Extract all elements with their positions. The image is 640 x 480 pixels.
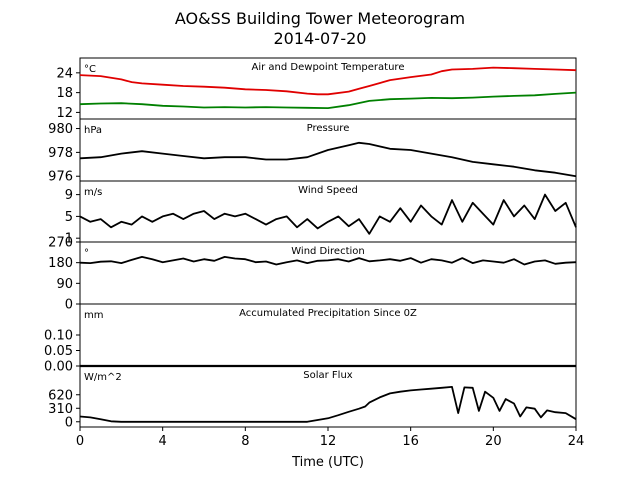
y-tick-label: 0 <box>65 415 73 430</box>
x-tick-label: 20 <box>485 434 502 449</box>
y-tick-label: 0.05 <box>44 344 73 359</box>
panel-unit: W/m^2 <box>84 372 122 383</box>
series-line-1 <box>79 66 577 96</box>
panel-unit: hPa <box>84 125 102 136</box>
panel-unit: ° <box>84 248 89 259</box>
series-line-1 <box>79 255 577 266</box>
panel-2: 980 978 976 hPa Pressure <box>48 118 577 185</box>
x-axis-label: Time (UTC) <box>291 455 364 470</box>
panel-title: Solar Flux <box>303 370 353 381</box>
y-tick-label: 0 <box>65 298 73 313</box>
y-tick-label: 0.10 <box>44 329 73 344</box>
figure-date: 2014-07-20 <box>274 29 367 48</box>
panel-1: 24 18 12 °C Air and Dewpoint Temperature <box>56 57 577 121</box>
y-tick-label: 980 <box>48 122 73 137</box>
panel-unit: m/s <box>84 187 102 198</box>
panel-title: Wind Direction <box>291 246 365 257</box>
y-tick-label: 1 <box>65 232 73 247</box>
series-line-1 <box>79 141 577 178</box>
x-tick-label: 24 <box>568 434 585 449</box>
y-tick-label: 310 <box>48 402 73 417</box>
y-tick-label: 978 <box>48 146 73 161</box>
x-tick-label: 12 <box>320 434 337 449</box>
y-tick-label: 180 <box>48 256 73 271</box>
panel-unit: °C <box>84 64 96 75</box>
x-tick-label: 8 <box>241 434 249 449</box>
panel-4: 270 180 90 0 ° Wind Direction <box>48 236 577 313</box>
panel-title: Accumulated Precipitation Since 0Z <box>239 308 417 319</box>
figure-title: AO&SS Building Tower Meteorogram <box>175 9 465 28</box>
panel-title: Air and Dewpoint Temperature <box>252 62 405 73</box>
y-tick-label: 5 <box>65 210 73 225</box>
series-line-1 <box>79 193 577 235</box>
panel-unit: mm <box>84 310 103 321</box>
panel-title: Wind Speed <box>298 185 358 196</box>
x-tick-label: 16 <box>402 434 419 449</box>
y-tick-label: 18 <box>56 86 73 101</box>
y-tick-label: 12 <box>56 106 73 121</box>
y-tick-label: 976 <box>48 170 73 185</box>
series-line-2 <box>79 91 577 109</box>
panel-title: Pressure <box>307 123 350 134</box>
x-tick-label: 4 <box>159 434 167 449</box>
y-tick-label: 0.00 <box>44 360 73 375</box>
y-tick-label: 620 <box>48 388 73 403</box>
series-line-1 <box>79 385 577 423</box>
y-tick-label: 90 <box>56 277 73 292</box>
y-tick-label: 270 <box>48 236 73 251</box>
x-axis: 0 4 8 12 16 20 24 <box>76 427 584 449</box>
x-tick-label: 0 <box>76 434 84 449</box>
y-tick-label: 9 <box>65 188 73 203</box>
y-tick-label: 24 <box>56 66 73 81</box>
